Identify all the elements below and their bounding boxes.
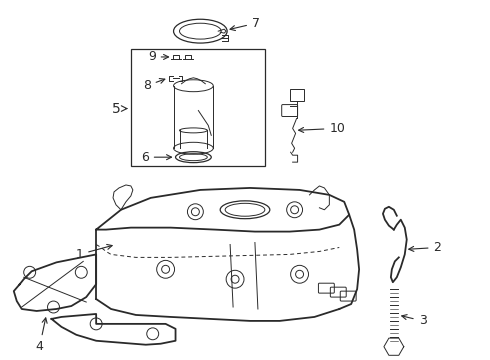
Text: 1: 1 xyxy=(75,244,112,261)
Bar xyxy=(131,49,265,166)
Text: 7: 7 xyxy=(230,17,260,31)
Bar xyxy=(290,89,303,100)
Text: 8: 8 xyxy=(143,78,165,92)
Text: 5: 5 xyxy=(112,102,121,116)
Text: 10: 10 xyxy=(298,122,345,135)
Text: 4: 4 xyxy=(36,318,47,353)
Text: 9: 9 xyxy=(148,50,169,63)
Text: 2: 2 xyxy=(409,241,441,254)
Text: 3: 3 xyxy=(402,314,426,327)
Text: 6: 6 xyxy=(141,151,172,164)
